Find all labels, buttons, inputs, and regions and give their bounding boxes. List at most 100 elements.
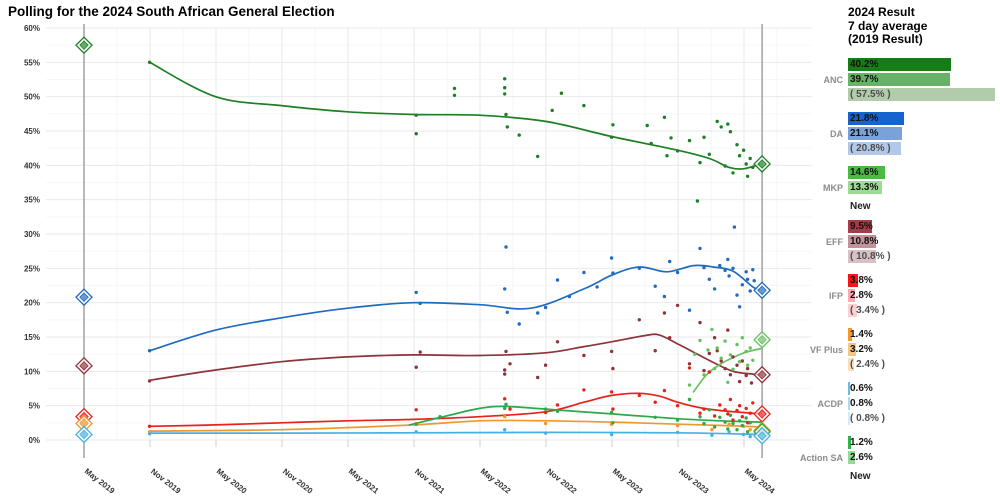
result-bar — [848, 357, 855, 371]
party-result-MKP: MKP 14.6% 13.3% New — [788, 165, 1000, 212]
ANC-result-row-1: 39.7% — [848, 72, 1000, 86]
result-value-label: 3.2% — [850, 343, 873, 355]
party-name-label: Action SA — [799, 453, 843, 463]
result-marker-2024-IFP — [753, 404, 772, 423]
trend-line-EFF — [148, 333, 762, 382]
new-party-label: New — [850, 200, 871, 212]
y-axis-label: 5% — [28, 402, 40, 411]
result-value-label: ( 57.5% ) — [850, 88, 891, 100]
x-axis-label: Nov 2020 — [281, 467, 315, 496]
result-bar — [848, 87, 996, 101]
panel-header-line-3: (2019 Result) — [848, 32, 923, 46]
result-bar — [848, 72, 950, 86]
result-marker-2024-ANC — [753, 155, 772, 173]
result-value-label: 21.8% — [850, 112, 879, 124]
VF-Plus-result-row-0: 1.4% — [848, 327, 1000, 341]
party-result-IFP: IFP 3.8% 2.8% ( 3.4% ) — [788, 273, 1000, 319]
trend-line-DA — [148, 264, 762, 352]
result-marker-2019-ANC — [75, 36, 93, 55]
polling-chart: 0% 5% 10% 15% 20% 25% 30% 35% 40% 45% 50% 55% 60% May… — [24, 24, 812, 496]
result-value-label: 21.1% — [850, 127, 879, 139]
trend-line-ANC — [148, 61, 762, 170]
x-axis-label: May 2020 — [215, 467, 249, 496]
EFF-result-row-0: 9.5% — [848, 219, 1000, 233]
result-value-label: ( 20.8% ) — [850, 142, 891, 154]
poll-points-EFF — [147, 303, 754, 385]
y-axis-label: 45% — [24, 127, 40, 136]
x-axis-label: May 2023 — [611, 467, 645, 496]
result-bar — [848, 249, 876, 263]
result-bar — [848, 303, 857, 317]
party-result-ANC: ANC 40.2% 39.7% ( 57.5% ) — [788, 57, 1000, 103]
chart-title: Polling for the 2024 South African Gener… — [8, 4, 335, 19]
ACDP-result-row-0: 0.6% — [848, 381, 1000, 395]
y-axis-label: 50% — [24, 93, 40, 102]
result-value-label: 10.8% — [850, 235, 879, 247]
result-bar — [848, 288, 856, 302]
panel-header-line-2: 7 day average — [848, 18, 928, 33]
MKP-result-row-0: 14.6% — [848, 165, 1000, 179]
y-axis-label: 40% — [24, 161, 40, 170]
trend-line-VF-Plus — [148, 419, 762, 432]
result-marker-2019-DA — [75, 288, 93, 307]
poll-points-Action-SA — [414, 397, 752, 434]
y-axis-label: 15% — [24, 333, 40, 342]
result-marker-2019-ACDP — [75, 425, 93, 444]
y-axis-label: 20% — [24, 299, 40, 308]
result-value-label: 1.4% — [850, 328, 873, 340]
x-axis-label: Nov 2019 — [149, 467, 183, 496]
party-name-label: VF Plus — [809, 345, 843, 355]
MKP-result-row-1: 13.3% — [848, 180, 1000, 194]
poll-points-IFP — [147, 366, 755, 428]
y-axis-label: 10% — [24, 367, 40, 376]
result-bar — [848, 111, 904, 125]
result-value-label: ( 2.4% ) — [850, 358, 886, 370]
result-bar — [848, 342, 857, 356]
x-axis-label: Nov 2022 — [545, 467, 579, 496]
x-axis-label: May 2022 — [479, 467, 513, 496]
party-name-label: ANC — [823, 75, 844, 85]
result-bar — [848, 180, 883, 194]
result-marker-2019-VF-Plus — [75, 414, 93, 433]
result-value-label: ( 10.8% ) — [850, 250, 891, 262]
result-value-label: 14.6% — [850, 166, 879, 178]
result-marker-2024-EFF — [753, 365, 772, 384]
party-name-label: DA — [830, 129, 843, 139]
result-bar — [848, 219, 873, 233]
IFP-result-row-2: ( 3.4% ) — [848, 303, 1000, 317]
x-axis-label: May 2024 — [743, 467, 777, 496]
y-axis-label: 0% — [28, 436, 40, 445]
result-bar — [848, 435, 852, 449]
result-bar — [848, 450, 855, 464]
result-value-label: 0.8% — [850, 397, 873, 409]
party-name-label: EFF — [826, 237, 843, 247]
result-bar — [848, 141, 902, 155]
result-value-label: ( 3.4% ) — [850, 304, 886, 316]
x-axis-label: May 2019 — [83, 467, 117, 496]
result-value-label: 40.2% — [850, 58, 879, 70]
x-axis-label: May 2021 — [347, 467, 381, 496]
new-party-label: New — [850, 470, 871, 482]
result-bar — [848, 327, 852, 341]
result-marker-2024-DA — [753, 281, 772, 300]
y-axis-label: 60% — [24, 24, 40, 33]
result-bar — [848, 165, 886, 179]
result-value-label: 9.5% — [850, 220, 873, 232]
result-value-label: 2.8% — [850, 289, 873, 301]
party-name-label: ACDP — [817, 399, 843, 409]
poll-points-ACDP — [147, 428, 752, 439]
VF-Plus-result-row-2: ( 2.4% ) — [848, 357, 1000, 371]
poll-points-DA — [147, 225, 756, 353]
result-value-label: 0.6% — [850, 382, 873, 394]
y-axis-label: 30% — [24, 230, 40, 239]
Action-SA-result-row-0: 1.2% — [848, 435, 1000, 449]
result-value-label: 39.7% — [850, 73, 879, 85]
y-axis-label: 35% — [24, 196, 40, 205]
IFP-result-row-1: 2.8% — [848, 288, 1000, 302]
party-result-Action-SA: Action SA 1.2% 2.6% New — [788, 435, 1000, 482]
result-value-label: 3.8% — [850, 274, 873, 286]
result-bar — [848, 126, 903, 140]
result-value-label: 1.2% — [850, 436, 873, 448]
EFF-result-row-1: 10.8% — [848, 234, 1000, 248]
